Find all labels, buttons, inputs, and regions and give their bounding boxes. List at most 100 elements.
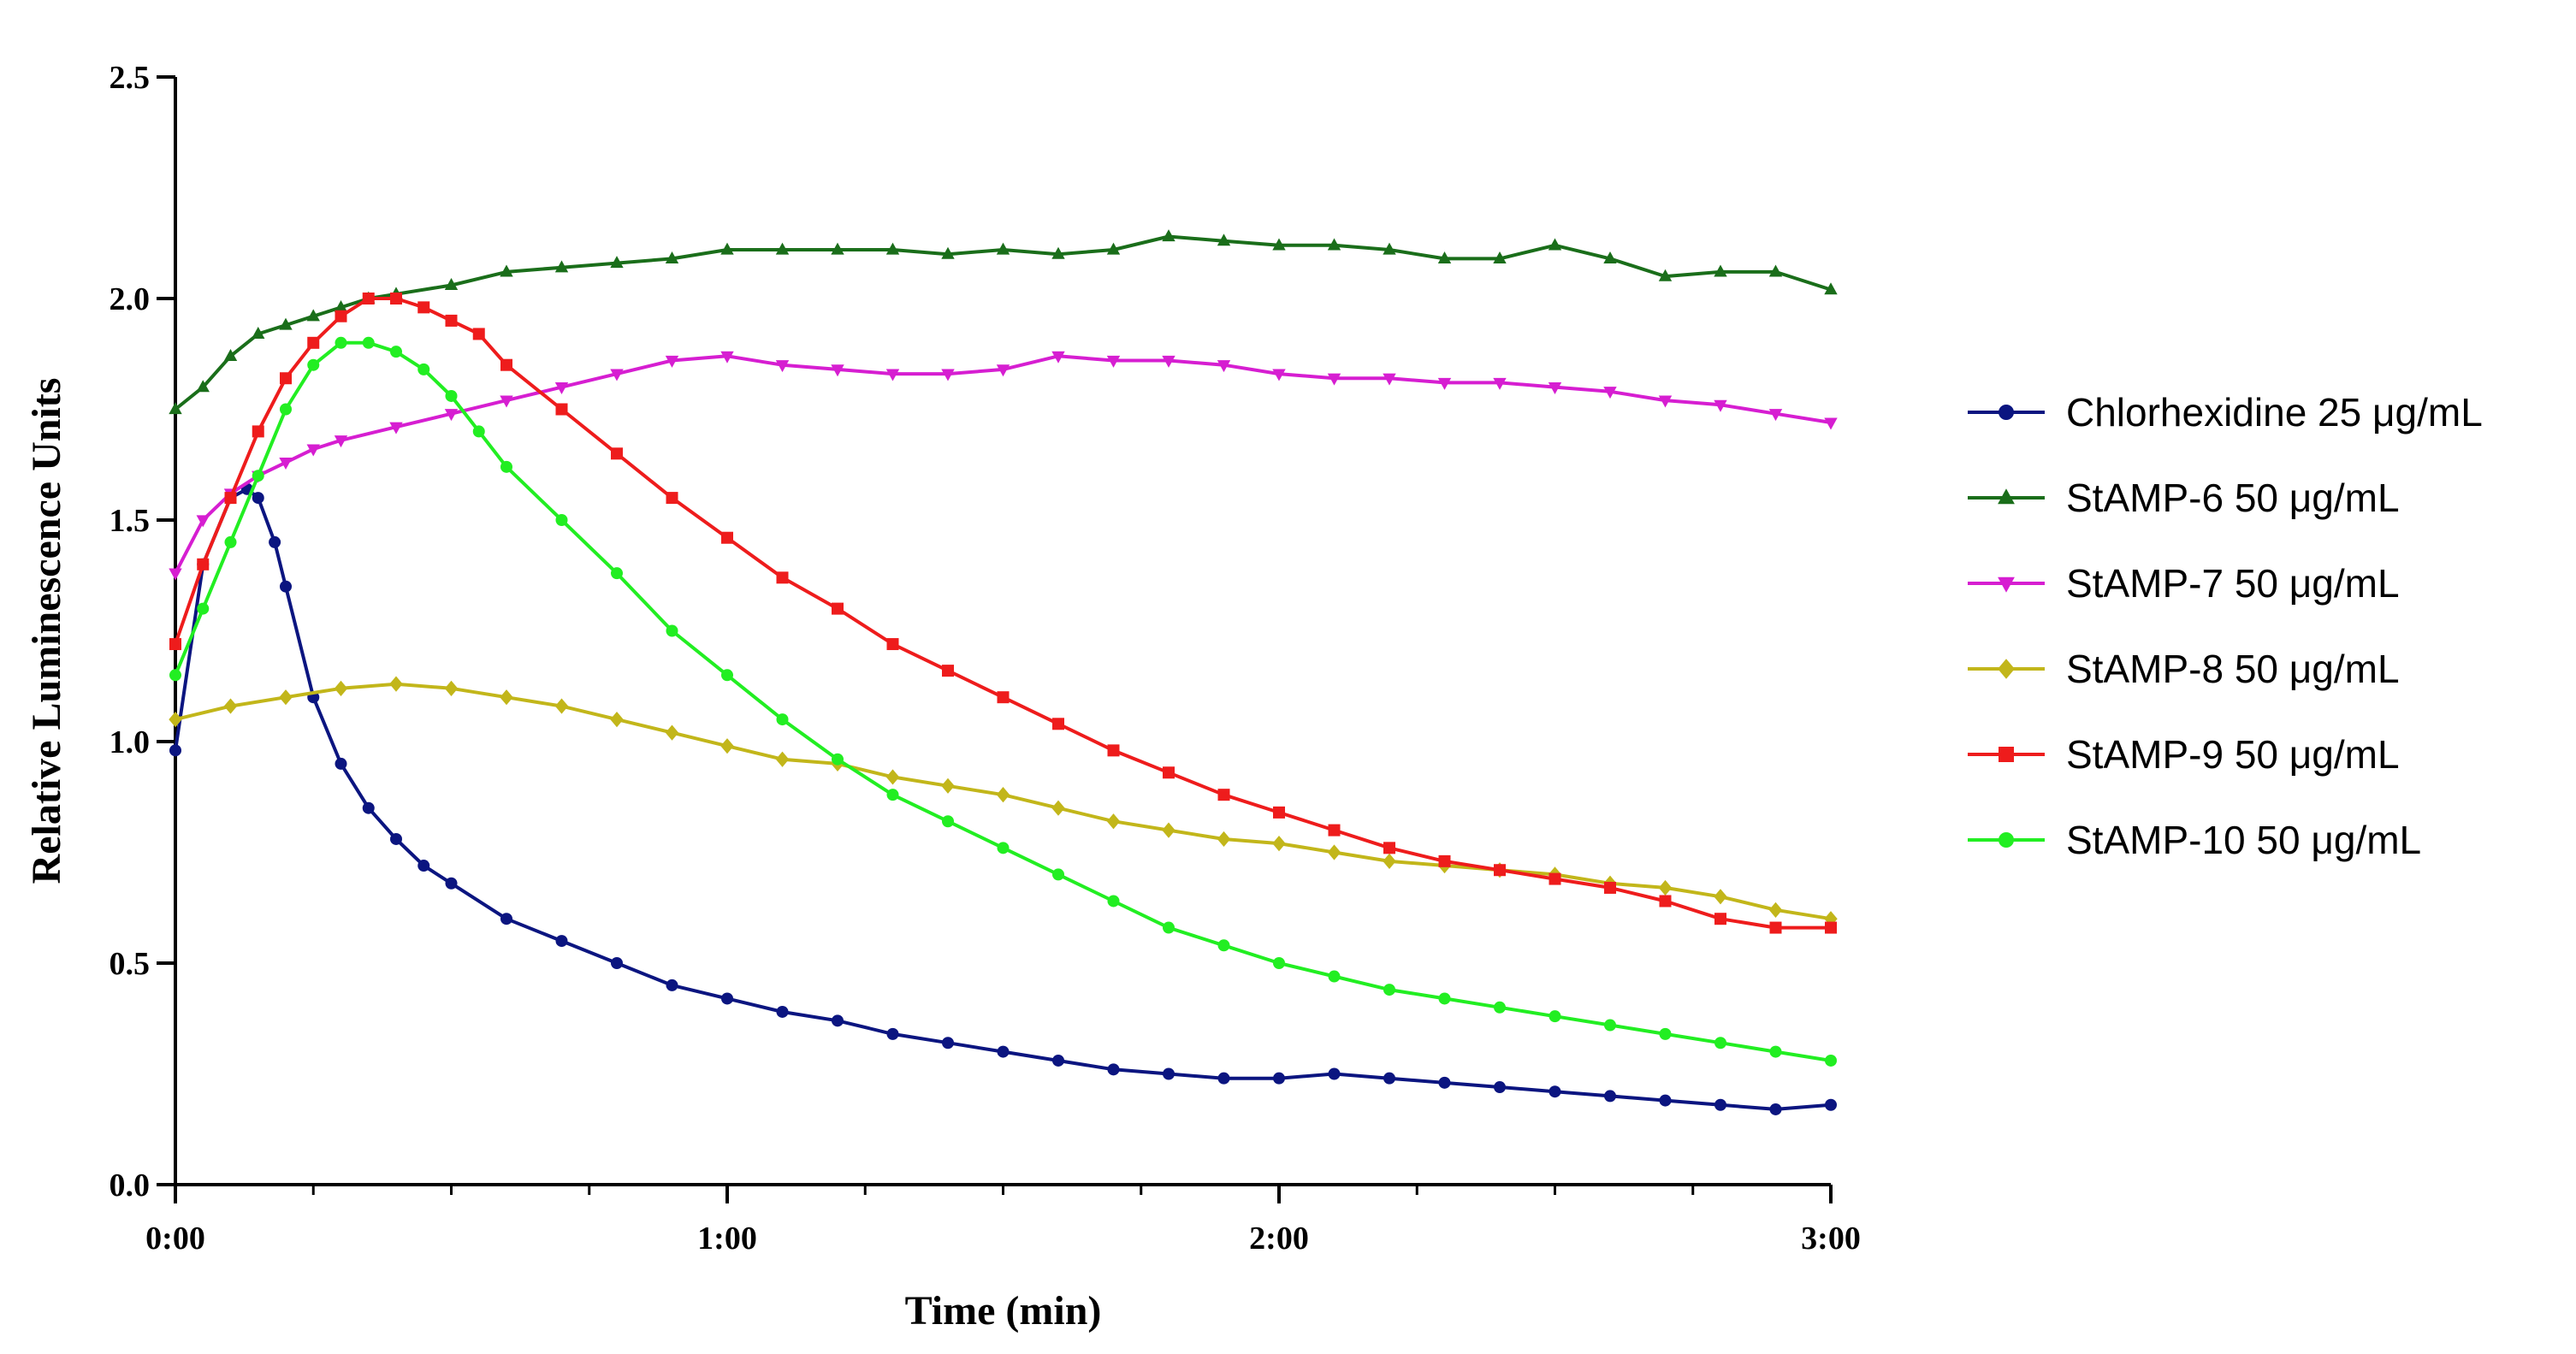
data-point [885,242,900,255]
data-point [941,246,955,259]
data-point [1163,1067,1175,1080]
data-point [390,346,402,358]
data-point [500,358,512,371]
data-point [472,425,485,438]
series-0-fit-line [174,487,1833,1111]
data-point [1273,806,1285,819]
data-point [169,712,182,728]
data-point [1768,264,1783,277]
data-point [362,336,375,349]
data-point [1272,836,1286,852]
data-point [1106,355,1121,368]
data-point [390,293,402,305]
data-point [941,778,955,794]
data-point [417,301,430,314]
data-point [223,698,238,714]
data-point [775,751,790,767]
data-point [1052,868,1064,881]
data-point [197,558,210,571]
data-point [1328,824,1341,837]
data-point [942,1037,954,1049]
data-point [1658,879,1673,896]
x-tick-label: 2:00 [1249,1221,1309,1256]
data-point [610,256,624,269]
data-point [1603,251,1617,263]
legend-label: StAMP-8 50 μg/mL [2066,647,2400,691]
data-point [1051,351,1065,364]
data-point [555,935,568,948]
data-point [1769,1103,1782,1115]
legend-item-3: StAMP-8 50 μg/mL [1968,647,2400,691]
data-point [500,913,512,925]
data-point [1383,853,1396,869]
data-point [775,242,790,255]
data-point [1604,1019,1616,1032]
data-point [1549,872,1561,885]
data-point [306,309,320,322]
data-point [997,1045,1010,1058]
data-point [1714,889,1727,905]
y-tick-label: 0.0 [110,1168,151,1203]
data-point [996,242,1010,255]
data-point [1548,382,1562,394]
data-point [280,372,292,385]
series-5 [169,336,1837,1067]
series-4-fit-line [174,297,1833,930]
series-3 [169,676,1838,927]
data-point [417,363,430,375]
data-point [334,680,348,696]
data-point [832,602,844,615]
data-point [390,832,402,845]
data-point [721,531,733,544]
data-point [389,676,403,692]
data-point [1051,246,1065,259]
data-point [1217,360,1231,373]
data-point [1714,264,1727,277]
data-point [1824,911,1838,927]
legend-item-5: StAMP-10 50 μg/mL [1968,818,2421,862]
data-point [611,567,623,580]
data-point [1106,242,1121,255]
data-point [444,278,459,291]
data-point [1217,1072,1230,1085]
y-axis-title: Relative Luminescence Units [24,378,69,884]
legend-marker [1998,488,2015,505]
data-point [1658,269,1673,281]
data-point [1107,895,1120,908]
data-point [417,860,430,872]
data-point [1824,282,1838,295]
data-point [610,369,624,381]
data-point [306,444,320,457]
data-point [1217,831,1231,848]
data-point [1659,895,1672,908]
data-point [721,992,733,1005]
data-point [1824,417,1838,430]
data-point [775,360,790,373]
x-axis-title: Time (min) [905,1288,1102,1333]
legend-marker [1998,576,2015,593]
legend-marker [1999,405,2014,420]
data-point [886,789,899,801]
data-point [1768,409,1783,422]
data-point [1383,984,1395,996]
legend-label: StAMP-6 50 μg/mL [2066,476,2400,520]
data-point [1217,939,1230,952]
data-point [1273,1072,1285,1085]
data-point [1825,1098,1837,1111]
data-point [1052,718,1064,730]
series-1 [169,229,1838,415]
data-point [196,515,210,528]
data-point [1493,251,1507,263]
data-point [1162,229,1175,242]
x-tick-label: 3:00 [1801,1221,1861,1256]
data-point [1217,789,1230,801]
data-point [832,1014,844,1027]
data-point [169,744,181,757]
data-point [885,769,900,785]
data-point [1107,1063,1120,1076]
data-point [169,669,181,682]
data-point [334,299,348,312]
data-point [555,403,568,416]
data-point [1714,1098,1726,1111]
data-point [1494,864,1506,877]
